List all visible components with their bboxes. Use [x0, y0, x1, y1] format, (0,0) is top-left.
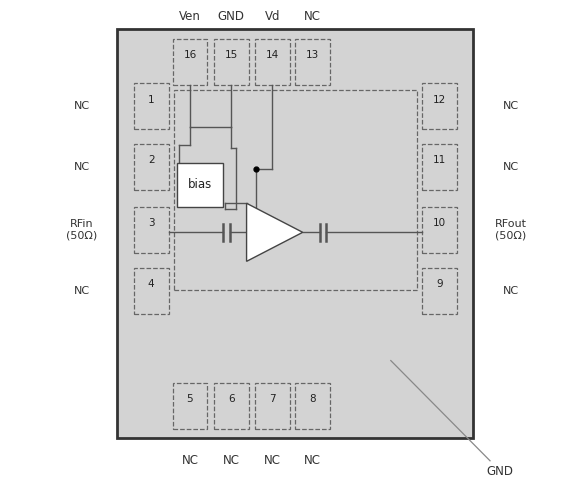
- Bar: [213, 39, 249, 85]
- Bar: [255, 382, 290, 429]
- Text: 4: 4: [148, 279, 155, 289]
- Bar: [422, 207, 457, 253]
- Bar: [295, 39, 330, 85]
- Text: NC: NC: [223, 454, 239, 467]
- Text: GND: GND: [218, 11, 245, 23]
- Bar: [172, 382, 208, 429]
- Text: 12: 12: [433, 94, 446, 105]
- Text: 7: 7: [269, 393, 276, 404]
- Bar: [422, 268, 457, 315]
- Bar: [422, 144, 457, 190]
- Text: NC: NC: [74, 162, 90, 172]
- Text: 6: 6: [228, 393, 235, 404]
- Text: 5: 5: [186, 393, 193, 404]
- Text: 16: 16: [183, 50, 196, 60]
- Text: NC: NC: [304, 11, 321, 23]
- Bar: [134, 268, 169, 315]
- Text: Vd: Vd: [265, 11, 280, 23]
- Text: NC: NC: [74, 287, 90, 296]
- Text: 14: 14: [266, 50, 279, 60]
- Text: 15: 15: [225, 50, 238, 60]
- Bar: [172, 39, 208, 85]
- Text: 8: 8: [309, 393, 316, 404]
- Bar: [176, 163, 223, 207]
- Bar: [118, 29, 473, 438]
- Bar: [213, 382, 249, 429]
- Text: RFin
(50Ω): RFin (50Ω): [66, 219, 98, 241]
- Text: NC: NC: [304, 454, 321, 467]
- Text: 13: 13: [306, 50, 319, 60]
- Polygon shape: [246, 203, 303, 261]
- Text: RFout
(50Ω): RFout (50Ω): [495, 219, 527, 241]
- Text: 3: 3: [148, 218, 155, 228]
- Bar: [422, 83, 457, 129]
- Text: NC: NC: [503, 102, 519, 111]
- Bar: [134, 144, 169, 190]
- Text: NC: NC: [264, 454, 280, 467]
- Text: NC: NC: [503, 287, 519, 296]
- Bar: [295, 382, 330, 429]
- Text: 9: 9: [436, 279, 443, 289]
- Text: 10: 10: [433, 218, 446, 228]
- Text: 1: 1: [148, 94, 155, 105]
- Text: 2: 2: [148, 155, 155, 165]
- Text: GND: GND: [486, 466, 513, 478]
- Text: NC: NC: [503, 162, 519, 172]
- Bar: [174, 90, 417, 290]
- Text: NC: NC: [182, 454, 198, 467]
- Text: 11: 11: [433, 155, 446, 165]
- Text: bias: bias: [188, 179, 212, 191]
- Text: NC: NC: [74, 102, 90, 111]
- Bar: [134, 83, 169, 129]
- Bar: [134, 207, 169, 253]
- Text: Ven: Ven: [179, 11, 201, 23]
- Bar: [255, 39, 290, 85]
